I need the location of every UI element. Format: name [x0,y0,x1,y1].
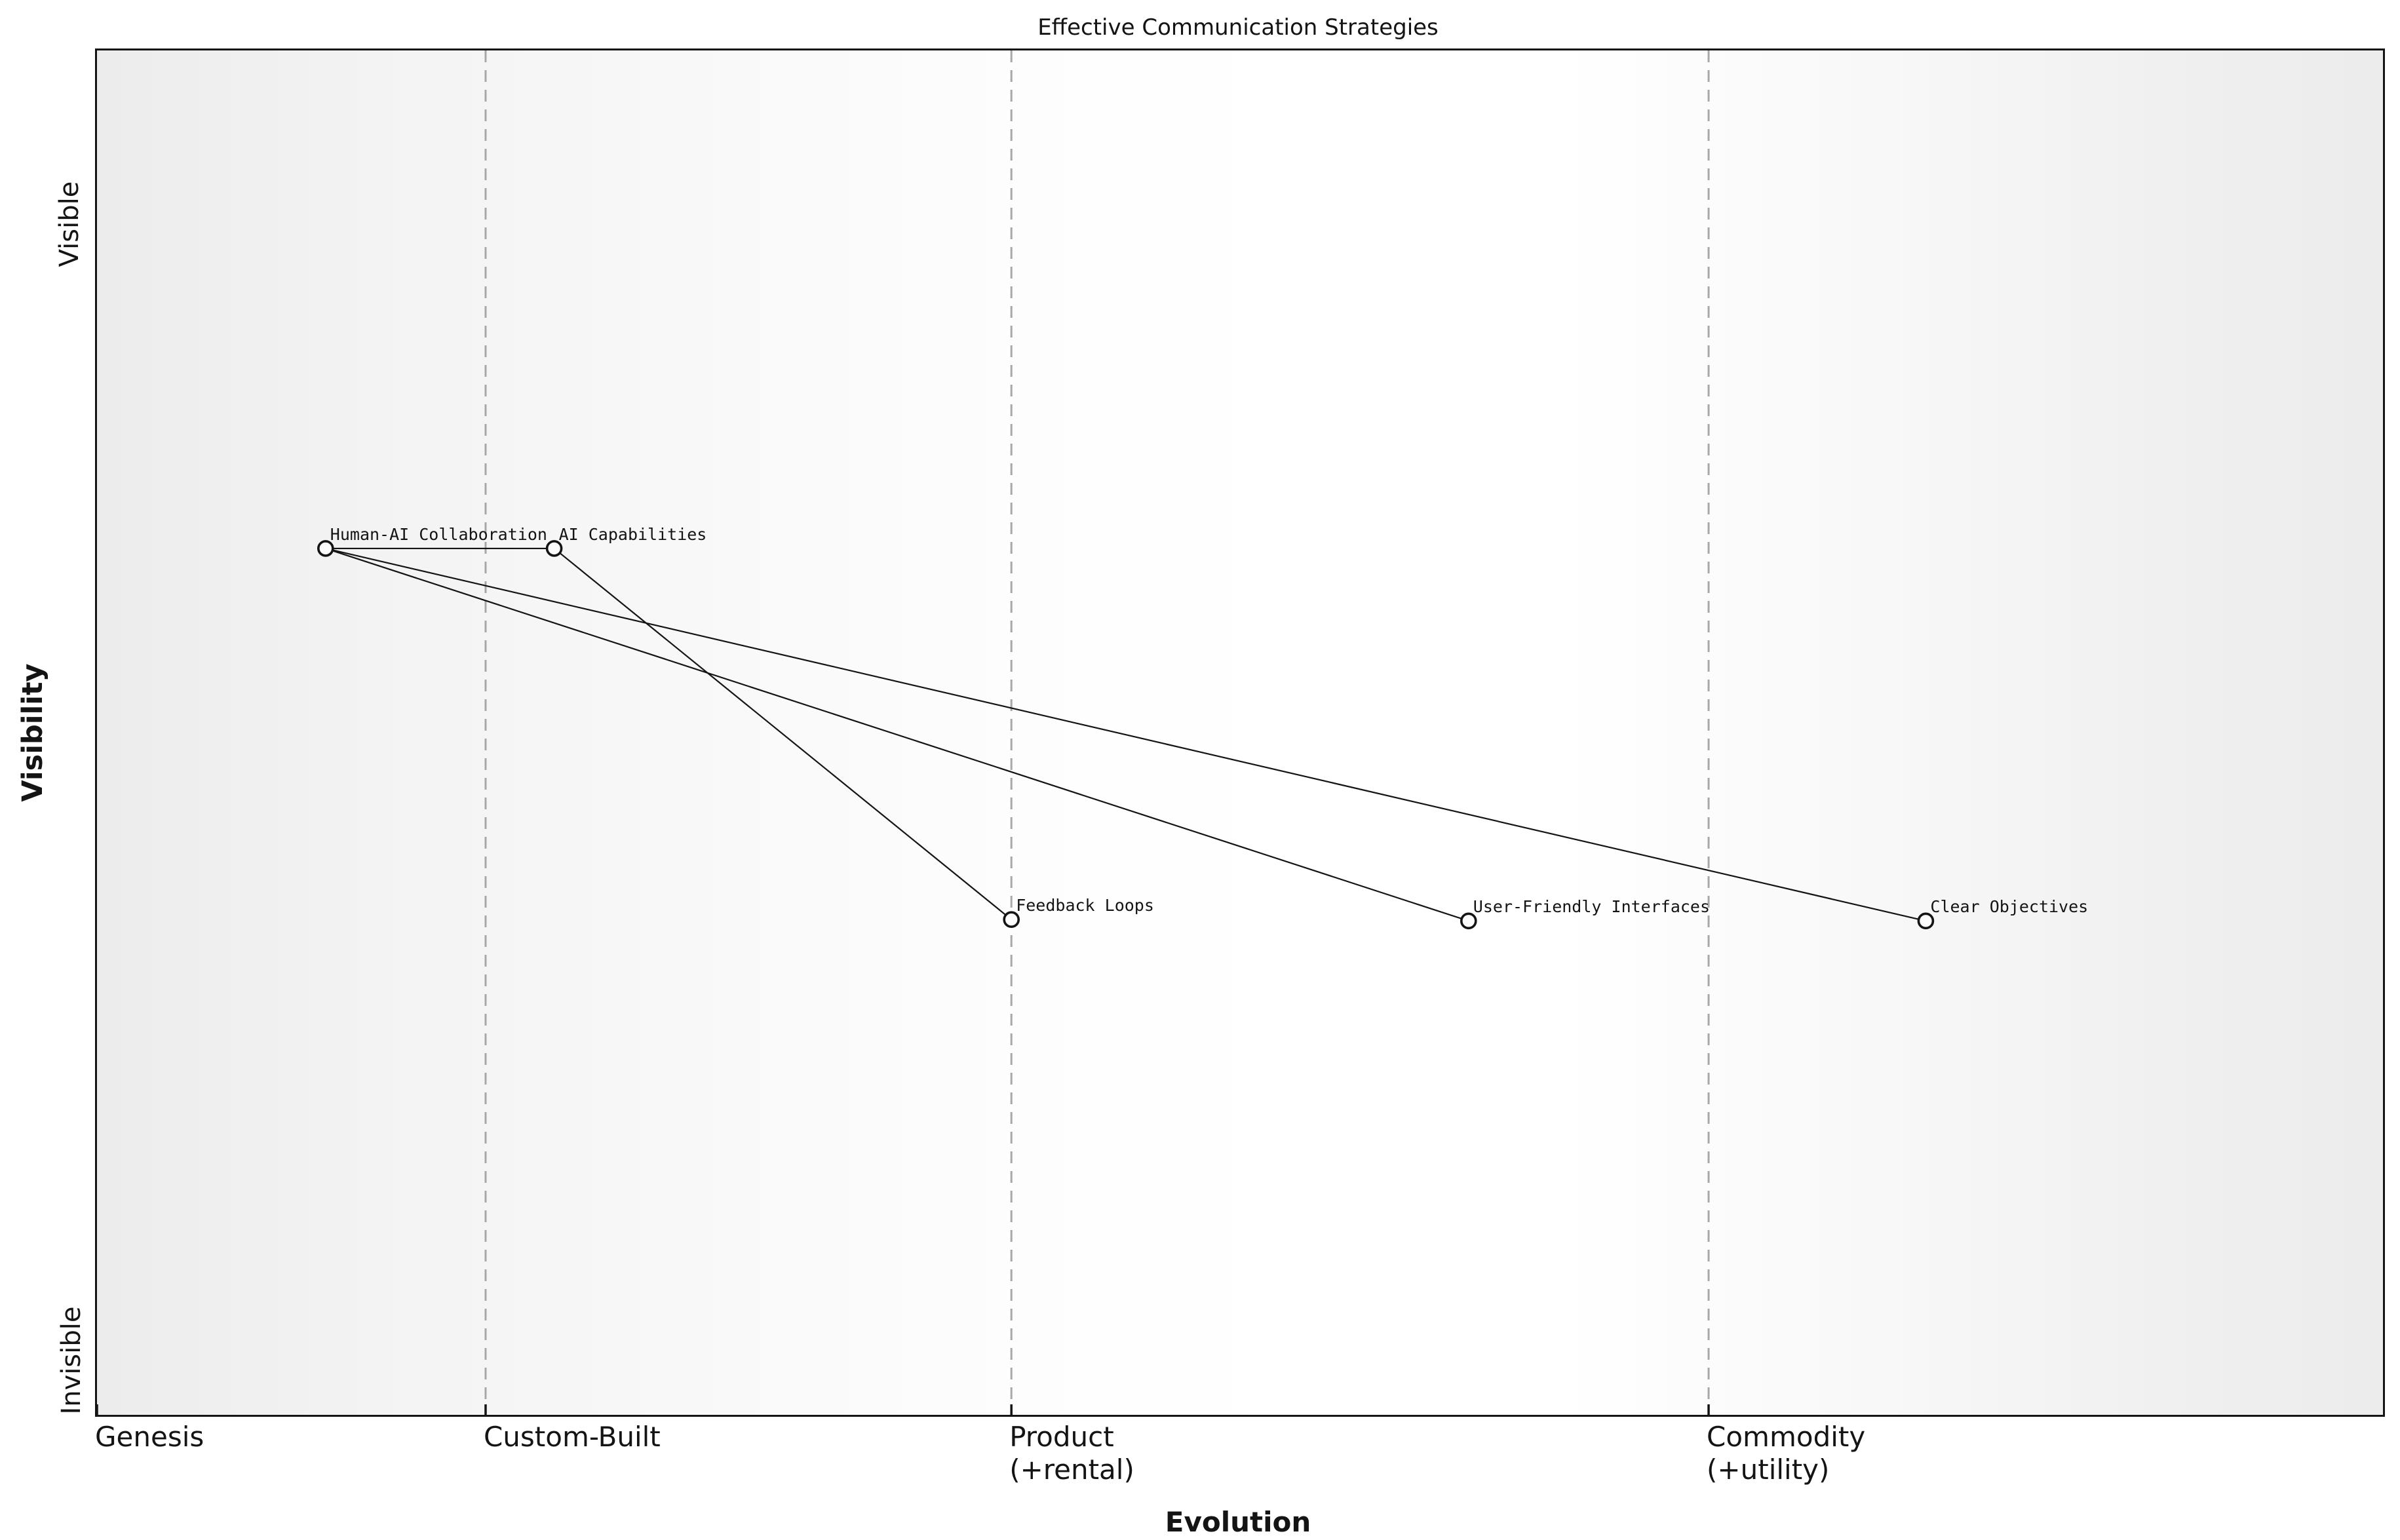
x-tick-label-custom-built: Custom-Built [483,1421,661,1453]
y-axis-title: Visibility [16,663,49,802]
y-tick-label-visible: Visible [54,181,85,267]
x-tick-label-product: Product (+rental) [1009,1421,1134,1486]
x-axis-tick-labels: Genesis Custom-Built Product (+rental) Comm… [95,1421,2381,1493]
node-label-user-friendly-interfaces: User-Friendly Interfaces [1473,897,1711,917]
node-label-feedback-loops: Feedback Loops [1016,896,1154,915]
node-label-human-ai-collaboration: Human-AI Collaboration [330,524,547,544]
node-feedback-loops [1003,911,1020,929]
node-ai-capabilities [545,540,563,557]
edge-ai-capabilities--feedback-loops [553,548,1012,921]
node-clear-objectives [1917,912,1935,930]
x-axis-title: Evolution [1165,1506,1311,1538]
edge-human-ai-collaboration--clear-objectives [325,547,1926,922]
node-label-clear-objectives: Clear Objectives [1930,897,2089,917]
y-tick-label-invisible: Invisible [56,1306,87,1415]
plot-canvas [97,50,1935,1415]
edge-human-ai-collaboration--user-friendly-interfaces [325,547,1469,922]
x-tick-label-genesis: Genesis [95,1421,204,1453]
plot-area: Human-AI Collaboration AI Capabilities Fee… [95,48,2385,1417]
node-label-ai-capabilities: AI Capabilities [558,524,707,544]
node-user-friendly-interfaces [1460,912,1477,930]
chart-title: Effective Communication Strategies [1037,14,1439,41]
node-human-ai-collaboration [317,540,334,557]
x-tick-label-commodity: Commodity (+utility) [1707,1421,1866,1486]
